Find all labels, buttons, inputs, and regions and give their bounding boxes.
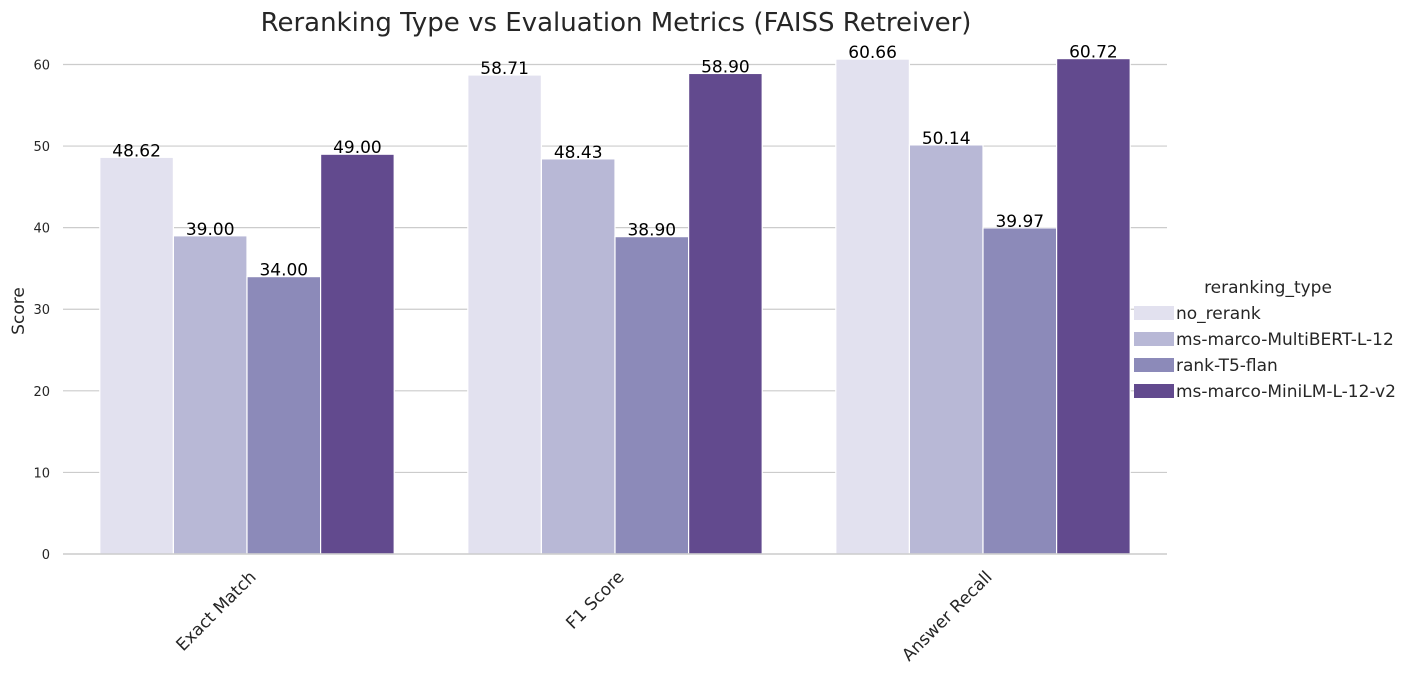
legend-entry: ms-marco-MultiBERT-L-12 <box>1176 330 1394 350</box>
bar-value-label: 38.90 <box>627 221 676 241</box>
legend-swatch <box>1134 332 1174 346</box>
bar-ms-marco-MultiBERT-L-12-answer-recall <box>908 144 984 555</box>
y-tick-label: 20 <box>33 385 50 400</box>
bar-value-label: 58.90 <box>701 57 750 77</box>
legend-swatch <box>1134 358 1174 372</box>
bar-no_rerank-exact-match <box>99 156 175 555</box>
x-axis-ticks: Exact Match F1 Score Answer Recall <box>172 567 996 665</box>
bar-value-label: 60.66 <box>848 43 897 63</box>
bar-rank-T5-flan-exact-match <box>246 276 322 555</box>
bar-value-label: 39.00 <box>186 220 235 240</box>
bar-no_rerank-answer-recall <box>835 58 910 555</box>
chart-title: Reranking Type vs Evaluation Metrics (FA… <box>261 8 972 38</box>
bar-ms-marco-MiniLM-L-12-v2-f1-score <box>687 72 763 555</box>
x-tick-label: Answer Recall <box>898 567 996 665</box>
legend-entry: ms-marco-MiniLM-L-12-v2 <box>1176 382 1396 402</box>
legend-entry: no_rerank <box>1176 304 1261 324</box>
bar-value-label: 48.43 <box>554 143 603 163</box>
bar-value-label: 48.62 <box>112 141 161 161</box>
bar-rank-T5-flan-answer-recall <box>982 227 1058 555</box>
y-axis-ticks: 0 10 20 30 40 50 60 <box>33 58 50 563</box>
x-tick-label: F1 Score <box>562 567 628 633</box>
legend-entry: rank-T5-flan <box>1176 356 1278 376</box>
legend-swatch <box>1134 306 1174 320</box>
bar-value-label: 50.14 <box>922 129 971 149</box>
bar-value-label: 39.97 <box>995 212 1044 232</box>
bar-rank-T5-flan-f1-score <box>614 236 690 555</box>
bar-ms-marco-MiniLM-L-12-v2-exact-match <box>320 153 395 555</box>
bar-value-label: 60.72 <box>1069 43 1118 63</box>
bar-value-label: 34.00 <box>259 261 308 281</box>
y-tick-label: 10 <box>33 466 50 481</box>
bar-value-labels: 48.62 39.00 34.00 49.00 58.71 48.43 38.90 58.90… <box>112 43 1117 281</box>
bars <box>99 58 1131 555</box>
bar-value-label: 58.71 <box>480 59 529 79</box>
y-tick-label: 30 <box>33 303 50 318</box>
bar-ms-marco-MultiBERT-L-12-f1-score <box>540 158 616 555</box>
legend-swatch <box>1134 384 1174 398</box>
legend: reranking_type no_rerank ms-marco-MultiBE… <box>1134 278 1396 402</box>
bar-ms-marco-MultiBERT-L-12-exact-match <box>172 235 248 555</box>
bar-ms-marco-MiniLM-L-12-v2-answer-recall <box>1055 58 1131 555</box>
y-tick-label: 0 <box>42 548 50 563</box>
y-tick-label: 40 <box>33 222 50 237</box>
y-tick-label: 60 <box>33 58 50 73</box>
bar-no_rerank-f1-score <box>467 74 542 555</box>
x-tick-label: Exact Match <box>172 567 260 655</box>
legend-title: reranking_type <box>1204 278 1332 298</box>
bar-value-label: 49.00 <box>333 138 382 158</box>
y-tick-label: 50 <box>33 140 50 155</box>
y-axis-label: Score <box>9 287 29 335</box>
